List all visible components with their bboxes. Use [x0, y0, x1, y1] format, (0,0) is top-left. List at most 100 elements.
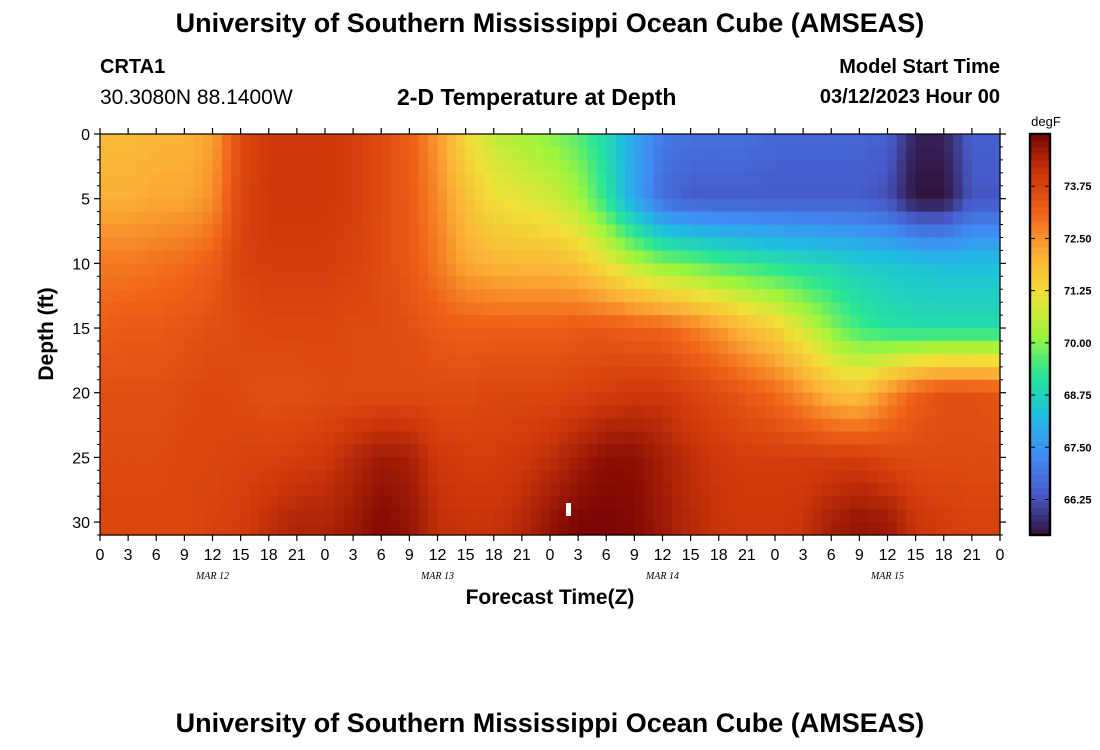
heatmap-cell — [353, 134, 364, 148]
heatmap-cell — [812, 134, 823, 148]
heatmap-cell — [456, 146, 467, 161]
heatmap-cell — [709, 379, 720, 394]
heatmap-cell — [840, 418, 851, 433]
heatmap-cell — [193, 302, 204, 316]
heatmap-cell — [550, 431, 560, 446]
heatmap-cell — [700, 224, 710, 239]
heatmap-cell — [381, 159, 392, 174]
heatmap-cell — [746, 457, 757, 471]
heatmap-cell — [868, 302, 879, 316]
heatmap-cell — [109, 146, 120, 161]
heatmap-cell — [784, 392, 795, 407]
heatmap-cell — [784, 366, 795, 381]
heatmap-cell — [343, 509, 354, 523]
heatmap-cell — [540, 483, 551, 497]
heatmap-cell — [662, 392, 673, 407]
heatmap-cell — [634, 263, 645, 277]
heatmap-cell — [306, 444, 317, 458]
heatmap-cell — [718, 470, 729, 484]
heatmap-cell — [296, 379, 307, 394]
heatmap-cell — [812, 237, 823, 252]
heatmap-cell — [868, 431, 879, 446]
heatmap-cell — [596, 340, 607, 355]
heatmap-cell — [840, 185, 851, 200]
heatmap-cell — [184, 237, 195, 252]
heatmap-cell — [606, 146, 617, 161]
heatmap-cell — [559, 522, 570, 536]
heatmap-cell — [925, 198, 935, 213]
heatmap-cell — [906, 444, 917, 458]
heatmap-cell — [868, 353, 879, 368]
heatmap-cell — [287, 289, 298, 303]
heatmap-cell — [943, 146, 954, 161]
heatmap-cell — [671, 366, 682, 381]
heatmap-cell — [259, 405, 270, 420]
heatmap-cell — [915, 302, 926, 316]
heatmap-cell — [596, 483, 607, 497]
heatmap-cell — [409, 353, 420, 368]
heatmap-cell — [100, 353, 110, 368]
heatmap-cell — [221, 431, 232, 446]
colorbar-segment — [1030, 207, 1050, 215]
heatmap-cell — [831, 224, 842, 239]
heatmap-cell — [971, 328, 982, 342]
heatmap-cell — [315, 509, 326, 523]
heatmap-cell — [400, 211, 410, 226]
heatmap-cell — [578, 172, 589, 187]
heatmap-cell — [418, 237, 429, 252]
heatmap-cell — [268, 172, 279, 187]
heatmap-cell — [896, 418, 907, 433]
heatmap-cell — [559, 172, 570, 187]
heatmap-cell — [137, 379, 148, 394]
heatmap-cell — [681, 431, 692, 446]
heatmap-cell — [821, 289, 832, 303]
heatmap-cell — [934, 328, 945, 342]
heatmap-cell — [240, 159, 251, 174]
heatmap-cell — [634, 172, 645, 187]
heatmap-cell — [681, 198, 692, 213]
heatmap-cell — [878, 405, 889, 420]
x-tick-label: 12 — [429, 547, 447, 564]
heatmap-cell — [371, 224, 382, 239]
heatmap-cell — [128, 353, 139, 368]
heatmap-cell — [831, 159, 842, 174]
heatmap-cell — [165, 366, 176, 381]
heatmap-cell — [221, 159, 232, 174]
heatmap-cell — [775, 366, 785, 381]
heatmap-cell — [268, 392, 279, 407]
heatmap-cell — [906, 405, 917, 420]
heatmap-cell — [625, 185, 635, 200]
heatmap-cell — [156, 237, 167, 252]
heatmap-cell — [428, 224, 439, 239]
heatmap-cell — [268, 289, 279, 303]
heatmap-cell — [878, 509, 889, 523]
heatmap-cell — [671, 159, 682, 174]
heatmap-cell — [756, 366, 767, 381]
heatmap-cell — [906, 328, 917, 342]
heatmap-cell — [540, 276, 551, 290]
heatmap-cell — [737, 315, 748, 329]
heatmap-cell — [184, 250, 195, 264]
heatmap-cell — [812, 185, 823, 200]
heatmap-cell — [887, 134, 898, 148]
heatmap-cell — [709, 198, 720, 213]
heatmap-cell — [446, 470, 457, 484]
heatmap-cell — [278, 496, 289, 510]
heatmap-cell — [484, 289, 495, 303]
heatmap-cell — [221, 457, 232, 471]
heatmap-cell — [334, 198, 345, 213]
heatmap-cell — [353, 470, 364, 484]
heatmap-cell — [615, 315, 626, 329]
heatmap-cell — [437, 185, 448, 200]
heatmap-cell — [296, 444, 307, 458]
heatmap-cell — [662, 211, 673, 226]
heatmap-cell — [990, 457, 1001, 471]
heatmap-cell — [540, 185, 551, 200]
heatmap-cell — [746, 444, 757, 458]
heatmap-cell — [878, 353, 889, 368]
heatmap-cell — [165, 496, 176, 510]
heatmap-cell — [428, 146, 439, 161]
heatmap-cell — [878, 496, 889, 510]
heatmap-cell — [962, 328, 973, 342]
colorbar-segment — [1030, 414, 1050, 422]
